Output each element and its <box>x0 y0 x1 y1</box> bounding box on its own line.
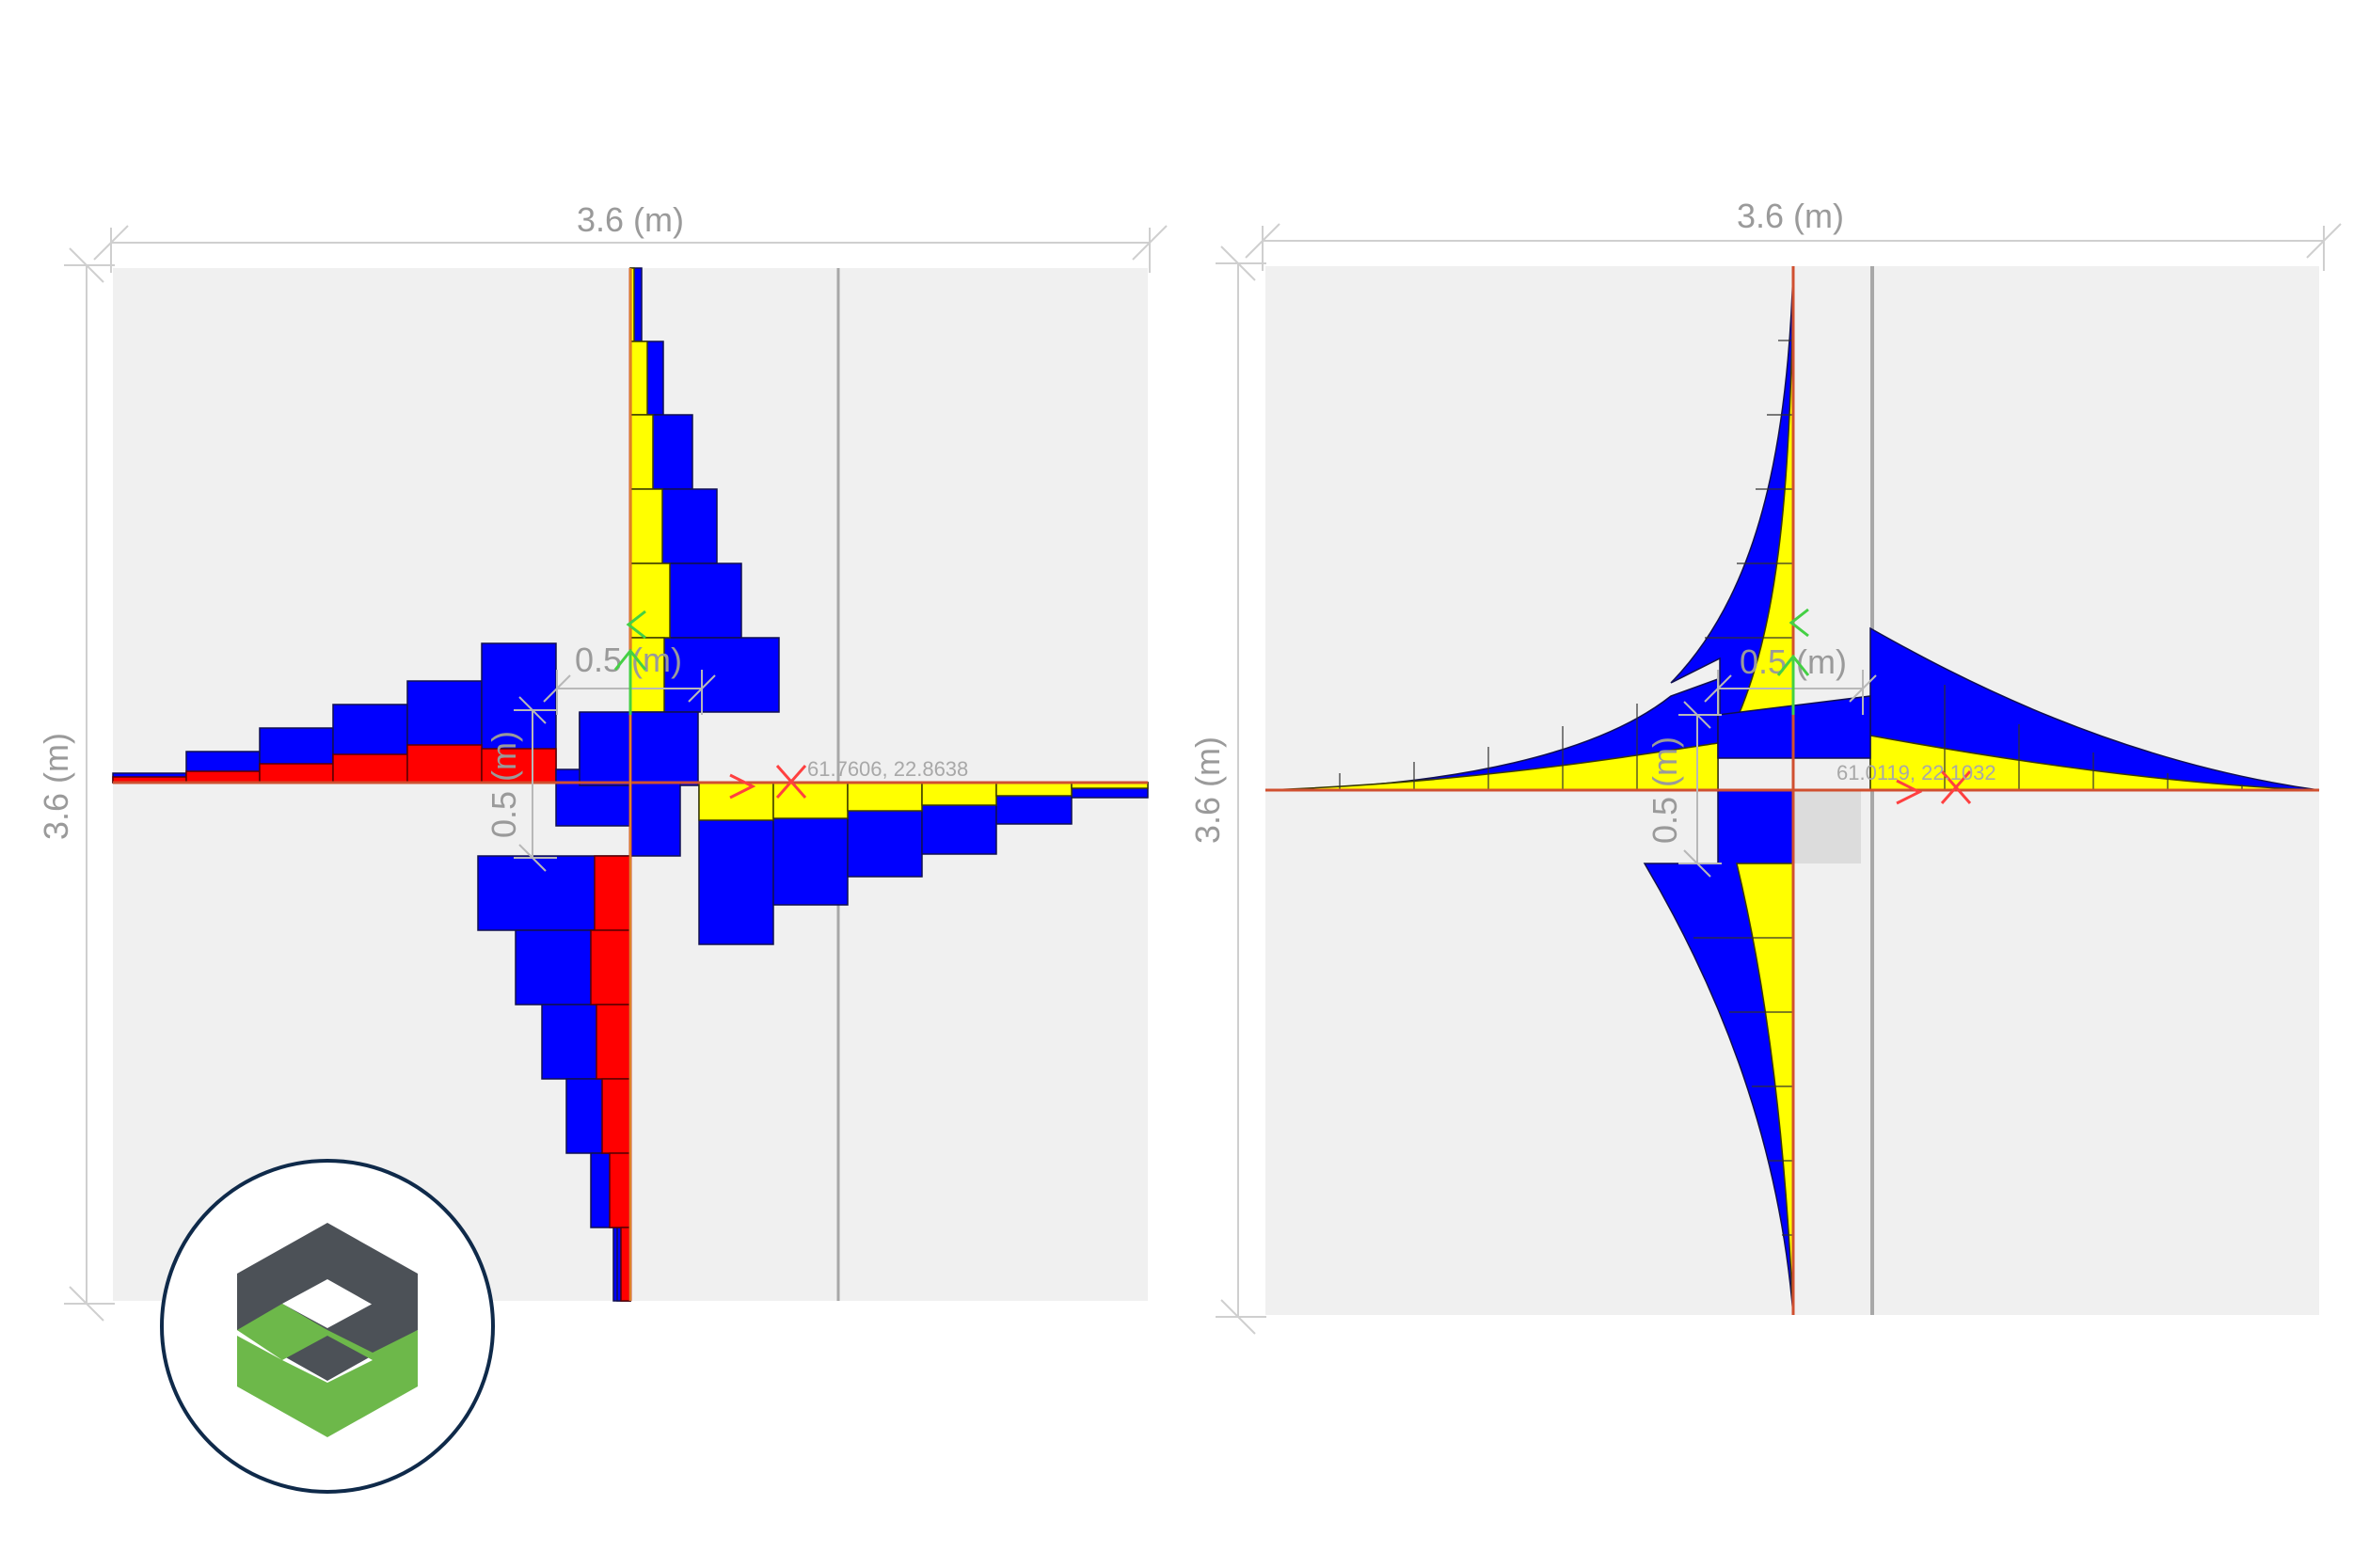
left-top-dimension <box>93 225 1168 273</box>
left-inner-dim-v-label: 0.5 (m) <box>485 731 523 838</box>
right-diagram-panel: 3.6 (m) 3.6 (m) <box>1188 197 2342 1335</box>
right-x-axis-marker <box>1896 770 1972 805</box>
logo-ring <box>160 1159 495 1494</box>
left-axes <box>113 268 1148 1301</box>
right-inner-dim-v-label: 0.5 (m) <box>1646 736 1684 844</box>
right-axes <box>1265 266 2319 1315</box>
left-arm-north <box>579 267 780 786</box>
company-logo <box>160 1159 495 1494</box>
left-y-axis-marker <box>613 610 647 715</box>
left-top-dimension-label: 3.6 (m) <box>577 200 684 239</box>
logo-green-hexagon <box>237 1304 418 1437</box>
left-side-dimension <box>64 247 115 1322</box>
right-y-axis-marker <box>1776 608 1810 715</box>
left-x-axis-marker <box>729 765 807 800</box>
right-side-dimension-label: 3.6 (m) <box>1188 736 1227 844</box>
right-side-dimension <box>1216 245 1266 1335</box>
left-arm-south <box>477 855 631 1302</box>
left-inner-dim-h-label: 0.5 (m) <box>575 641 682 679</box>
right-cursor-coordinates: 61.0119, 22.1032 <box>1836 761 1996 784</box>
left-side-dimension-label: 3.6 (m) <box>37 733 75 840</box>
left-arm-east <box>629 782 1149 945</box>
right-top-dimension-label: 3.6 (m) <box>1737 197 1844 235</box>
left-cursor-coordinates: 61.7606, 22.8638 <box>807 757 968 781</box>
right-arm-north <box>1670 265 1794 716</box>
left-diagram-panel: 3.6 (m) 3.6 (m) <box>37 200 1168 1322</box>
right-inner-dimension <box>1678 670 1877 878</box>
right-arm-south <box>1643 789 1794 1316</box>
